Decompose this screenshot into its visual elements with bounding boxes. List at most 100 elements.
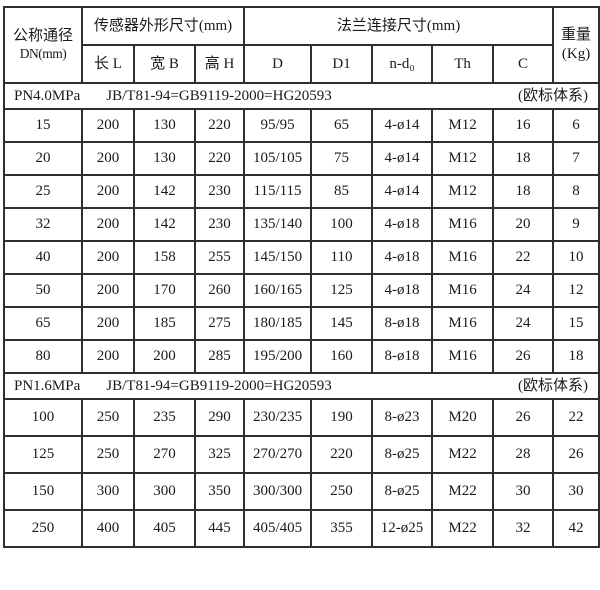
table-cell: 10 [552, 240, 600, 275]
table-cell: 110 [310, 240, 374, 275]
table-cell: 200 [81, 240, 135, 275]
table-cell: 22 [552, 398, 600, 437]
table-cell: 185 [133, 306, 196, 341]
table-cell: M16 [431, 339, 495, 374]
table-cell: 32 [492, 509, 555, 548]
table-cell: M22 [431, 509, 495, 548]
table-cell: 445 [193, 509, 246, 548]
table-cell: 8 [552, 174, 600, 209]
table-row: 40 200 158 255 145/150 110 4-ø18 M16 22 10 [3, 240, 600, 275]
table-cell: 180/185 [243, 306, 313, 341]
section-header-cell: PN4.0MPa JB/T81-94=GB9119-2000=HG20593 (欧标… [2, 82, 600, 110]
table-cell: 95/95 [243, 108, 313, 143]
table-cell: 250 [81, 398, 135, 437]
table-cell: 135/140 [243, 207, 313, 242]
table-cell: 160 [310, 339, 374, 374]
pressure-rating-label: PN1.6MPa [14, 377, 81, 394]
table-cell: 100 [310, 207, 374, 242]
table-cell: 275 [193, 306, 246, 341]
table-cell: 405 [133, 509, 196, 548]
header-c: C [492, 44, 555, 84]
table-cell: 142 [133, 207, 196, 242]
standard-system-note: (欧标体系) [518, 377, 589, 394]
table-cell: 100 [3, 398, 83, 437]
table-cell: 145 [310, 306, 374, 341]
table-cell: 6 [552, 108, 600, 143]
table-cell: 230 [193, 207, 246, 242]
table-cell: M16 [431, 240, 495, 275]
table-cell: 158 [133, 240, 196, 275]
table-cell: 4-ø18 [371, 207, 434, 242]
table-cell: 25 [3, 174, 83, 209]
spec-table-body: PN4.0MPa JB/T81-94=GB9119-2000=HG20593 (欧标… [2, 82, 600, 548]
table-cell: 65 [3, 306, 83, 341]
table-cell: 350 [193, 472, 246, 511]
table-cell: 4-ø14 [371, 108, 434, 143]
table-cell: 300 [133, 472, 196, 511]
table-cell: 170 [133, 273, 196, 308]
standard-label: JB/T81-94=GB9119-2000=HG20593 [106, 87, 332, 104]
table-cell: M16 [431, 306, 495, 341]
table-row: 125 250 270 325 270/270 220 8-ø25 M22 28 26 [3, 435, 600, 474]
table-cell: 160/165 [243, 273, 313, 308]
table-cell: 200 [81, 273, 135, 308]
table-cell: 125 [3, 435, 83, 474]
table-cell: 26 [552, 435, 600, 474]
table-cell: 260 [193, 273, 246, 308]
table-cell: 285 [193, 339, 246, 374]
table-cell: 4-ø18 [371, 273, 434, 308]
header-nominal-diameter-cn: 公称通径 [12, 28, 73, 45]
table-cell: 8-ø25 [371, 472, 434, 511]
table-cell: M22 [431, 435, 495, 474]
table-cell: 15 [3, 108, 83, 143]
table-cell: 142 [133, 174, 196, 209]
table-cell: 32 [3, 207, 83, 242]
table-cell: 30 [492, 472, 555, 511]
table-row: 32 200 142 230 135/140 100 4-ø18 M16 20 9 [3, 207, 600, 242]
header-nominal-diameter: 公称通径 DN(mm) [3, 6, 83, 84]
spec-table: 公称通径 DN(mm) 传感器外形尺寸(mm) 法兰连接尺寸(mm) 重量 (K… [2, 6, 600, 548]
table-cell: 400 [81, 509, 135, 548]
table-cell: 200 [133, 339, 196, 374]
standard-label: JB/T81-94=GB9119-2000=HG20593 [106, 377, 332, 394]
table-cell: 220 [193, 141, 246, 176]
table-cell: 9 [552, 207, 600, 242]
table-cell: M20 [431, 398, 495, 437]
table-cell: 270 [133, 435, 196, 474]
table-row: 150 300 300 350 300/300 250 8-ø25 M22 30 30 [3, 472, 600, 511]
table-cell: 235 [133, 398, 196, 437]
table-cell: 30 [552, 472, 600, 511]
table-cell: 200 [81, 306, 135, 341]
table-cell: 50 [3, 273, 83, 308]
table-cell: 290 [193, 398, 246, 437]
table-row: 20 200 130 220 105/105 75 4-ø14 M12 18 7 [3, 141, 600, 176]
table-cell: 195/200 [243, 339, 313, 374]
table-cell: 230 [193, 174, 246, 209]
header-flange-dimensions-group: 法兰连接尺寸(mm) [243, 6, 555, 46]
section-row: PN4.0MPa JB/T81-94=GB9119-2000=HG20593 (欧标… [2, 82, 600, 110]
table-cell: 325 [193, 435, 246, 474]
header-weight-cn: 重量 [561, 27, 592, 44]
table-cell: 255 [193, 240, 246, 275]
table-cell: 75 [310, 141, 374, 176]
table-cell: 24 [492, 273, 555, 308]
table-cell: 270/270 [243, 435, 313, 474]
table-cell: 200 [81, 174, 135, 209]
table-cell: 130 [133, 108, 196, 143]
table-cell: 130 [133, 141, 196, 176]
table-cell: M16 [431, 273, 495, 308]
table-cell: M12 [431, 108, 495, 143]
table-row: 15 200 130 220 95/95 65 4-ø14 M12 16 6 [3, 108, 600, 143]
table-cell: 250 [310, 472, 374, 511]
table-cell: 220 [310, 435, 374, 474]
table-row: 100 250 235 290 230/235 190 8-ø23 M20 26 22 [3, 398, 600, 437]
header-nominal-diameter-dn: DN(mm) [19, 45, 67, 61]
table-cell: 200 [81, 339, 135, 374]
table-row: 50 200 170 260 160/165 125 4-ø18 M16 24 12 [3, 273, 600, 308]
table-cell: 4-ø14 [371, 141, 434, 176]
spec-table-header: 公称通径 DN(mm) 传感器外形尺寸(mm) 法兰连接尺寸(mm) 重量 (K… [3, 6, 600, 84]
table-cell: 18 [552, 339, 600, 374]
table-cell: 18 [492, 141, 555, 176]
header-sensor-dimensions-group: 传感器外形尺寸(mm) [80, 6, 246, 46]
table-cell: 20 [3, 141, 83, 176]
